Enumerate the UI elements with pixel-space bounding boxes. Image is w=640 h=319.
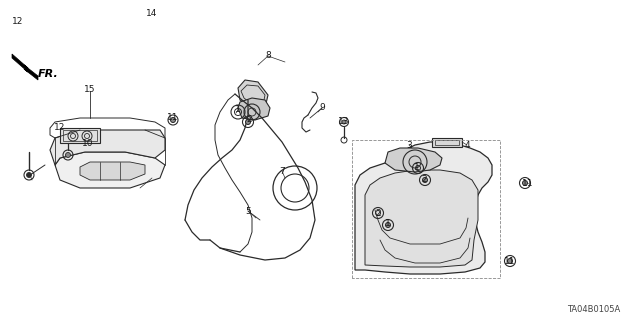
Circle shape: [26, 173, 31, 177]
Polygon shape: [50, 130, 165, 165]
Text: 13: 13: [339, 116, 349, 125]
Polygon shape: [12, 54, 38, 80]
Text: 1: 1: [385, 219, 391, 228]
Text: 2: 2: [246, 115, 252, 124]
Circle shape: [385, 222, 390, 227]
Text: 4: 4: [464, 140, 470, 150]
Circle shape: [422, 177, 428, 182]
Polygon shape: [365, 170, 478, 267]
Text: 9: 9: [319, 103, 325, 113]
Text: 11: 11: [504, 256, 516, 265]
Text: 7: 7: [279, 167, 285, 175]
Text: 8: 8: [265, 51, 271, 61]
Text: 11: 11: [522, 179, 534, 188]
Text: 12: 12: [12, 18, 24, 26]
Circle shape: [65, 152, 70, 158]
Text: 1: 1: [414, 162, 420, 172]
Text: TA04B0105A: TA04B0105A: [567, 306, 620, 315]
Text: 2: 2: [375, 209, 381, 218]
Circle shape: [342, 120, 346, 124]
Text: 10: 10: [83, 138, 93, 147]
Text: 14: 14: [147, 10, 157, 19]
Text: FR.: FR.: [38, 69, 59, 79]
Circle shape: [246, 120, 250, 124]
Polygon shape: [355, 142, 492, 274]
Text: 2: 2: [421, 174, 427, 183]
Polygon shape: [80, 162, 145, 180]
Text: 1: 1: [235, 106, 241, 115]
Text: 11: 11: [167, 114, 179, 122]
Polygon shape: [238, 98, 270, 120]
Text: 15: 15: [84, 85, 96, 94]
Polygon shape: [432, 138, 462, 147]
Text: 5: 5: [245, 206, 251, 216]
Circle shape: [508, 258, 513, 263]
Polygon shape: [385, 148, 442, 172]
Polygon shape: [60, 128, 100, 143]
Text: 12: 12: [54, 123, 66, 132]
Circle shape: [522, 181, 527, 186]
Polygon shape: [238, 80, 268, 108]
Polygon shape: [55, 152, 165, 188]
Circle shape: [170, 117, 175, 122]
Text: 3: 3: [406, 140, 412, 150]
